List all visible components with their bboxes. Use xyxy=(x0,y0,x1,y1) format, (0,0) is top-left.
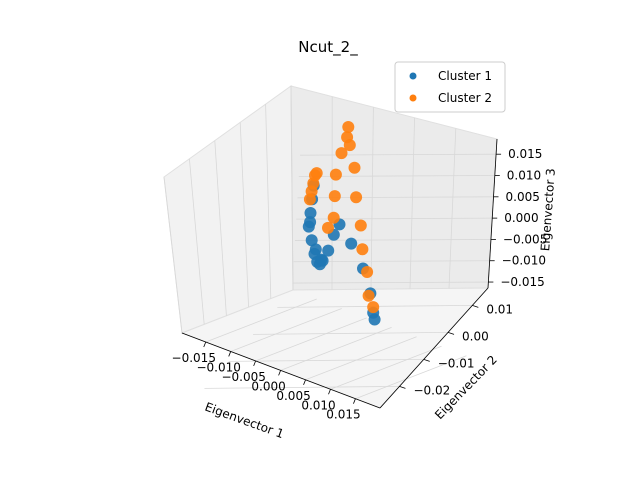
point-cluster-2 xyxy=(355,220,367,232)
point-cluster-2 xyxy=(361,266,373,278)
x-tick xyxy=(353,399,355,404)
y-tick xyxy=(424,359,430,361)
point-cluster-2 xyxy=(342,121,354,133)
y-tick-label: 0.01 xyxy=(486,302,513,316)
z-tick-label: −0.015 xyxy=(500,275,544,289)
point-cluster-2 xyxy=(356,243,368,255)
z-tick-label: 0.015 xyxy=(508,147,542,161)
x-tick xyxy=(279,370,281,375)
left-pane xyxy=(164,86,293,333)
x-axis-label: Eigenvector 1 xyxy=(203,400,286,442)
y-tick xyxy=(399,386,405,388)
x-tick xyxy=(229,351,231,356)
z-tick-label: 0.005 xyxy=(506,190,540,204)
x-tick xyxy=(254,361,256,366)
point-cluster-2 xyxy=(344,139,356,151)
y-tick xyxy=(472,305,478,307)
point-cluster-1 xyxy=(310,243,322,255)
y-tick-label: −0.01 xyxy=(438,356,475,370)
legend: Cluster 1 Cluster 2 xyxy=(395,62,505,112)
x-tick-label: 0.015 xyxy=(326,408,360,422)
point-cluster-1 xyxy=(369,314,381,326)
x-tick xyxy=(304,380,306,385)
legend-marker-cluster-2 xyxy=(410,95,417,102)
z-tick-label: 0.000 xyxy=(504,211,538,225)
point-cluster-2 xyxy=(363,290,375,302)
point-cluster-2 xyxy=(367,301,379,313)
point-cluster-2 xyxy=(304,193,316,205)
legend-label-cluster-2: Cluster 2 xyxy=(438,91,492,105)
point-cluster-2 xyxy=(329,190,341,202)
y-tick xyxy=(448,332,454,334)
y-tick-label: −0.02 xyxy=(413,383,450,397)
z-tick-label: 0.010 xyxy=(507,169,541,183)
point-cluster-2 xyxy=(322,222,334,234)
point-cluster-1 xyxy=(345,238,357,250)
point-cluster-2 xyxy=(350,191,362,203)
legend-label-cluster-1: Cluster 1 xyxy=(438,69,492,83)
y-tick-label: 0.00 xyxy=(462,329,489,343)
z-tick-label: −0.010 xyxy=(502,254,546,268)
point-cluster-2 xyxy=(349,162,361,174)
point-cluster-1 xyxy=(315,254,327,266)
point-cluster-2 xyxy=(328,212,340,224)
legend-marker-cluster-1 xyxy=(410,73,417,80)
point-cluster-2 xyxy=(330,169,342,181)
x-tick xyxy=(329,389,331,394)
point-cluster-1 xyxy=(304,216,316,228)
chart-title: Ncut_2_ xyxy=(298,38,358,57)
x-tick xyxy=(204,342,206,347)
